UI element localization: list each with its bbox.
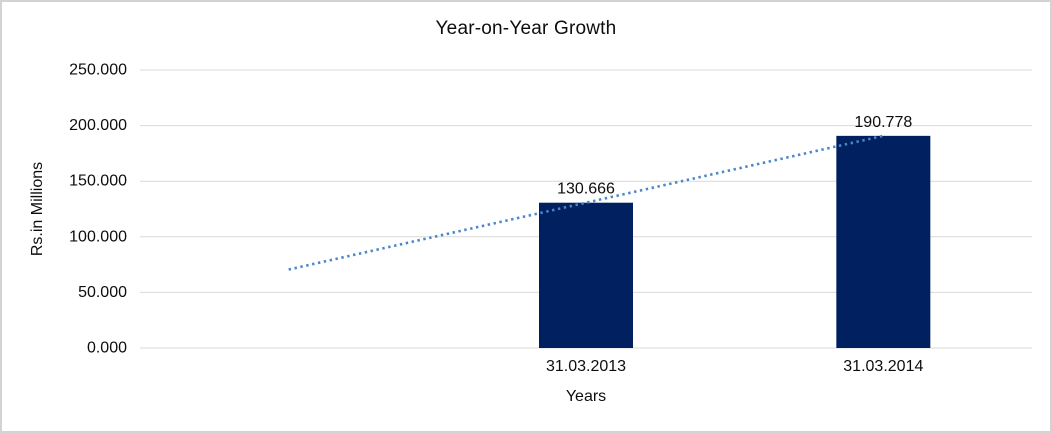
bar [539, 202, 633, 348]
x-axis-title: Years [565, 388, 607, 405]
data-label: 190.778 [854, 114, 912, 131]
data-label: 130.666 [557, 181, 615, 198]
x-tick-label: 31.03.2013 [546, 358, 626, 375]
chart-title: Year-on-Year Growth [435, 18, 617, 39]
y-tick-label: 50.000 [78, 284, 127, 301]
bar [836, 135, 931, 348]
y-tick-label: 100.000 [69, 228, 127, 245]
y-tick-label: 250.000 [69, 62, 127, 79]
y-tick-label: 200.000 [69, 117, 127, 134]
y-tick-label: 150.000 [69, 173, 127, 190]
y-tick-label: 0.000 [87, 340, 127, 357]
x-tick-label: 31.03.2014 [843, 358, 923, 375]
